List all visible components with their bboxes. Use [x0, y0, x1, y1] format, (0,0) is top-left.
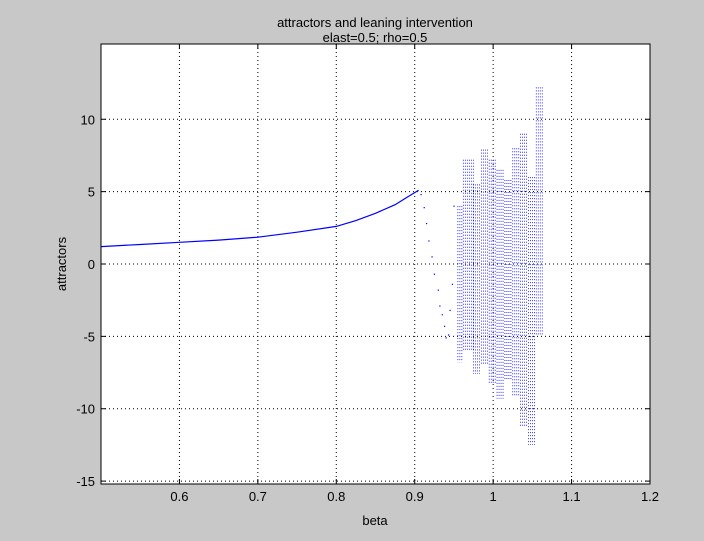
x-tick-label: 0.8 — [327, 489, 345, 504]
x-tick-label: 1.1 — [563, 489, 581, 504]
chart-subtitle: elast=0.5; rho=0.5 — [323, 30, 428, 45]
attractor-point — [441, 314, 443, 316]
attractor-point — [423, 207, 425, 209]
x-axis-label: beta — [362, 513, 388, 528]
y-tick-label: 10 — [81, 112, 95, 127]
grid-lines — [101, 44, 650, 484]
attractor-point — [420, 194, 422, 196]
attractor-point — [439, 305, 441, 307]
chart-title: attractors and leaning intervention — [277, 15, 473, 30]
y-tick-label: 0 — [88, 257, 95, 272]
attractor-point — [447, 334, 450, 336]
attractor-point — [444, 325, 446, 327]
attractor-point — [437, 289, 439, 291]
x-tick-label: 1 — [490, 489, 497, 504]
tick-labels: 0.6 0.7 0.8 0.9 1 1.1 1.2 -15 -10 -5 0 5 10 — [76, 112, 659, 504]
attractor-point — [453, 205, 455, 207]
attractor-point — [431, 256, 433, 258]
attractor-curve — [100, 189, 419, 248]
y-tick-label: 5 — [88, 185, 95, 200]
attractor-point — [433, 273, 436, 275]
attractor-point — [449, 309, 451, 312]
y-tick-label: -15 — [76, 474, 95, 489]
y-tick-label: -5 — [83, 329, 95, 344]
plot-area — [100, 87, 543, 445]
y-axis-label: attractors — [54, 236, 69, 291]
axes-background — [101, 44, 650, 484]
x-tick-label: 0.6 — [170, 489, 188, 504]
attractor-point — [425, 222, 428, 225]
tick-marks — [101, 44, 651, 484]
attractor-point — [451, 283, 454, 285]
x-tick-label: 0.9 — [406, 489, 424, 504]
attractor-point — [428, 240, 430, 242]
attractor-point — [445, 337, 447, 339]
x-tick-label: 1.2 — [641, 489, 659, 504]
y-tick-label: -10 — [76, 402, 95, 417]
x-tick-label: 0.7 — [249, 489, 267, 504]
